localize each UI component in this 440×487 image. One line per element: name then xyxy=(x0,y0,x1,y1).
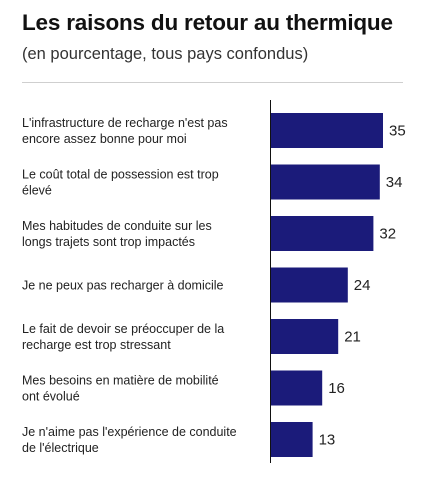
chart-title: Les raisons du retour au thermique xyxy=(22,10,393,35)
category-label-line: Je ne peux pas recharger à domicile xyxy=(22,279,224,293)
category-labels: L'infrastructure de recharge n'est pas en… xyxy=(22,116,237,455)
category-label-6: Mes besoins en matière de mobilité ont év… xyxy=(22,374,219,404)
value-label-1: 35 xyxy=(389,123,406,140)
category-label-line: ont évolué xyxy=(22,390,80,404)
title-divider xyxy=(22,82,403,83)
category-label-line: Mes habitudes de conduite sur les xyxy=(22,219,212,233)
bars xyxy=(271,113,383,457)
category-label-line: L'infrastructure de recharge n'est pas xyxy=(22,116,228,130)
value-label-7: 13 xyxy=(319,432,336,449)
bar-6 xyxy=(271,370,323,406)
bar-1 xyxy=(271,113,383,148)
category-label-line: Mes besoins en matière de mobilité xyxy=(22,374,219,388)
category-label-5: Le fait de devoir se préoccuper de la rec… xyxy=(22,322,224,352)
value-label-3: 32 xyxy=(379,226,396,243)
value-label-5: 21 xyxy=(344,329,361,346)
category-label-3: Mes habitudes de conduite sur les longs t… xyxy=(22,219,212,249)
value-label-2: 34 xyxy=(386,174,403,191)
value-label-4: 24 xyxy=(354,277,371,294)
bar-3 xyxy=(271,216,374,251)
category-label-line: encore assez bonne pour moi xyxy=(22,132,187,146)
bar-4 xyxy=(271,267,348,303)
category-label-line: Je n'aime pas l'expérience de conduite xyxy=(22,425,237,439)
category-label-line: recharge est trop stressant xyxy=(22,338,171,352)
bar-7 xyxy=(271,422,313,457)
value-label-6: 16 xyxy=(328,380,345,397)
category-label-line: de l'électrique xyxy=(22,441,99,455)
category-label-line: élevé xyxy=(22,184,52,198)
bar-chart: L'infrastructure de recharge n'est pas en… xyxy=(22,100,406,463)
category-label-line: Le fait de devoir se préoccuper de la xyxy=(22,322,224,336)
chart-subtitle: (en pourcentage, tous pays confondus) xyxy=(22,45,309,63)
value-labels: 35 34 32 24 21 16 13 xyxy=(319,123,406,449)
category-label-line: Le coût total de possession est trop xyxy=(22,168,219,182)
bar-2 xyxy=(271,164,380,200)
category-label-1: L'infrastructure de recharge n'est pas en… xyxy=(22,116,228,146)
category-label-2: Le coût total de possession est trop élev… xyxy=(22,168,219,198)
category-label-4: Je ne peux pas recharger à domicile xyxy=(22,279,224,293)
category-label-7: Je n'aime pas l'expérience de conduite de… xyxy=(22,425,237,455)
category-label-line: longs trajets sont trop impactés xyxy=(22,235,195,249)
bar-5 xyxy=(271,319,339,354)
